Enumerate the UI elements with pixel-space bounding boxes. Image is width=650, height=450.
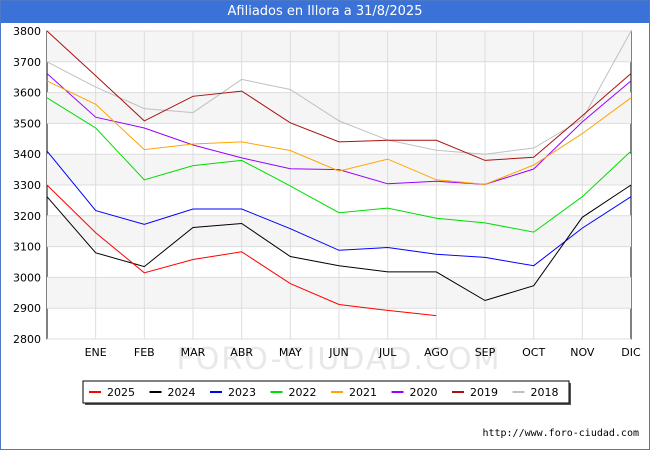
series-line-2023 (46, 150, 632, 267)
x-tick-label: OCT (522, 346, 545, 359)
x-axis-labels: ENE FEB MAR ABR MAY JUN JUL AGO SEP OCT NOV DIC (85, 346, 641, 359)
source-url[interactable]: http://www.foro-ciudad.com (482, 428, 639, 439)
legend-label-2022: 2022 (289, 386, 317, 399)
y-tick-label: 3100 (13, 241, 41, 254)
x-tick-label: MAR (181, 346, 206, 359)
x-tick-label: JUN (328, 346, 349, 359)
x-tick-label: SEP (475, 346, 496, 359)
watermark: FORO-CIUDAD.COM (177, 342, 502, 377)
y-tick-label: 3500 (13, 117, 41, 130)
x-tick-label: MAY (279, 346, 302, 359)
grid-lines (47, 30, 631, 340)
x-tick-label: NOV (570, 346, 595, 359)
legend-label-2020: 2020 (410, 386, 438, 399)
legend-label-2025: 2025 (107, 386, 135, 399)
legend-label-2019: 2019 (470, 386, 498, 399)
legend-label-2021: 2021 (349, 386, 377, 399)
y-tick-label: 3300 (13, 179, 41, 192)
series-line-2020 (46, 73, 632, 185)
series-line-2018 (46, 30, 632, 155)
legend-label-2023: 2023 (228, 386, 256, 399)
y-tick-label: 3400 (13, 148, 41, 161)
y-tick-label: 2800 (13, 333, 41, 346)
y-tick-label: 3000 (13, 271, 41, 284)
x-tick-label: FEB (134, 346, 155, 359)
legend-label-2024: 2024 (168, 386, 196, 399)
series-line-2019 (46, 30, 632, 161)
y-tick-label: 3200 (13, 210, 41, 223)
x-tick-label: ENE (85, 346, 107, 359)
series-line-2022 (46, 97, 632, 233)
legend-label-2018: 2018 (531, 386, 559, 399)
chart-title: Afiliados en Illora a 31/8/2025 (1, 1, 649, 23)
x-tick-label: AGO (424, 346, 449, 359)
legend-box (82, 380, 570, 404)
x-tick-label: DIC (621, 346, 641, 359)
y-tick-label: 3800 (13, 25, 41, 38)
x-tick-label: JUL (378, 346, 397, 359)
y-axis-labels: 2800 2900 3000 3100 3200 3300 3400 3500 3600 3700… (13, 25, 41, 346)
series-line-2021 (46, 80, 632, 185)
y-tick-label: 2900 (13, 302, 41, 315)
series-line-2025 (46, 184, 437, 317)
y-tick-label: 3600 (13, 87, 41, 100)
series-lines (46, 30, 632, 317)
y-tick-label: 3700 (13, 56, 41, 69)
x-tick-label: ABR (230, 346, 253, 359)
series-line-2024 (46, 184, 632, 302)
legend: 2025 2024 2023 2022 2021 2020 2019 2018 (82, 380, 571, 405)
